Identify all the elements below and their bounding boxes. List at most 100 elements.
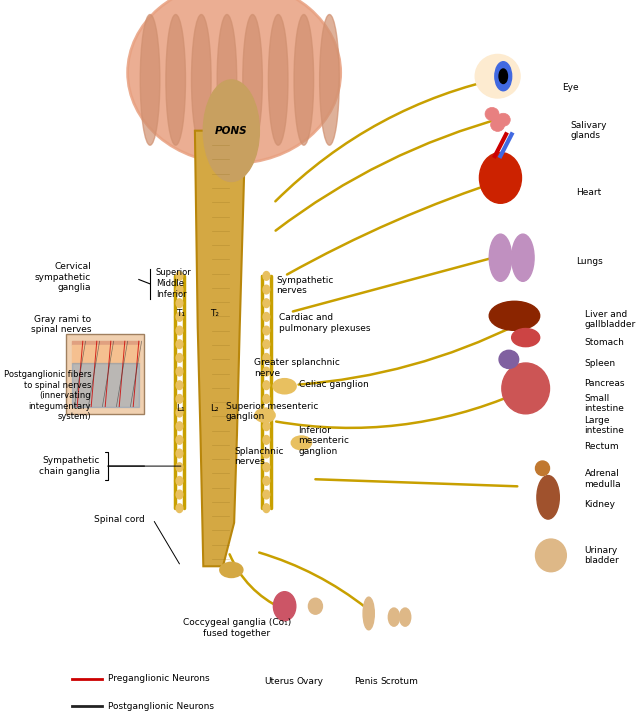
Ellipse shape [489,301,540,330]
Text: Postganglionic fibers
to spinal nerves
(innervating
integumentary
system): Postganglionic fibers to spinal nerves (… [4,370,91,421]
Ellipse shape [176,408,183,417]
Ellipse shape [204,80,259,182]
Ellipse shape [536,461,550,476]
Text: Uterus: Uterus [264,677,294,685]
Text: L₂: L₂ [210,404,219,412]
Ellipse shape [220,563,243,577]
Ellipse shape [294,15,314,145]
Ellipse shape [263,449,269,458]
Text: Liver and
gallbladder: Liver and gallbladder [584,310,636,329]
Text: Superior mesenteric
ganglion: Superior mesenteric ganglion [226,402,318,421]
Ellipse shape [263,285,269,294]
Ellipse shape [176,354,183,362]
Ellipse shape [140,15,160,145]
Ellipse shape [176,299,183,308]
Ellipse shape [217,15,237,145]
Text: Heart: Heart [576,188,602,197]
Ellipse shape [491,118,505,131]
Ellipse shape [273,379,296,393]
Ellipse shape [176,436,183,444]
Text: Large
intestine: Large intestine [584,416,625,435]
Text: Inferior
mesenteric
ganglion: Inferior mesenteric ganglion [299,425,349,456]
Text: T₂: T₂ [210,309,219,318]
Text: Cardiac and
pulmonary plexuses: Cardiac and pulmonary plexuses [279,314,371,333]
Ellipse shape [489,234,511,281]
Text: Superior: Superior [156,268,191,277]
Text: Small
intestine: Small intestine [584,394,625,413]
Ellipse shape [191,15,211,145]
Text: Pancreas: Pancreas [584,379,625,388]
Text: T₁: T₁ [177,309,186,318]
Text: Urinary
bladder: Urinary bladder [584,546,620,565]
Ellipse shape [536,539,566,572]
Text: Middle: Middle [156,280,184,288]
Text: Splanchnic
nerves: Splanchnic nerves [234,447,284,466]
Ellipse shape [166,15,186,145]
Ellipse shape [319,15,339,145]
Ellipse shape [263,340,269,348]
Ellipse shape [499,351,518,368]
Ellipse shape [176,476,183,485]
Text: Inferior: Inferior [156,290,186,299]
Text: Sympathetic
nerves: Sympathetic nerves [276,276,333,295]
Text: Penis: Penis [354,677,378,685]
Ellipse shape [263,504,269,513]
Ellipse shape [263,272,269,280]
Ellipse shape [479,152,522,203]
Text: Scrotum: Scrotum [381,677,419,685]
Text: Coccygeal ganglia (Co₁)
fused together: Coccygeal ganglia (Co₁) fused together [183,619,291,637]
Text: L₁: L₁ [177,404,185,412]
Ellipse shape [176,422,183,431]
Ellipse shape [268,15,288,145]
Ellipse shape [495,62,511,91]
Ellipse shape [363,597,374,629]
Ellipse shape [388,608,399,626]
Text: Sympathetic
chain ganglia: Sympathetic chain ganglia [38,457,100,476]
Ellipse shape [499,69,508,83]
Ellipse shape [176,381,183,390]
Ellipse shape [476,54,520,98]
Ellipse shape [176,312,183,321]
Text: Celiac ganglion: Celiac ganglion [299,380,369,388]
Ellipse shape [255,409,275,422]
Ellipse shape [176,272,183,280]
Ellipse shape [263,476,269,485]
Ellipse shape [263,490,269,499]
Ellipse shape [176,285,183,294]
Text: Salivary
glands: Salivary glands [570,121,607,140]
Ellipse shape [263,463,269,472]
Text: PONS: PONS [215,126,248,136]
Ellipse shape [176,394,183,403]
Ellipse shape [273,592,296,621]
Text: Spinal cord: Spinal cord [93,515,145,523]
Ellipse shape [537,476,559,519]
Ellipse shape [176,449,183,458]
Ellipse shape [263,394,269,403]
PathPatch shape [195,131,245,566]
Text: Cervical
sympathetic
ganglia: Cervical sympathetic ganglia [35,262,91,293]
Ellipse shape [263,354,269,362]
Ellipse shape [243,15,262,145]
Text: Adrenal
medulla: Adrenal medulla [584,470,621,489]
Ellipse shape [176,463,183,472]
Text: Postganglionic Neurons: Postganglionic Neurons [108,702,214,711]
Ellipse shape [496,113,510,126]
Text: Ovary: Ovary [296,677,323,685]
Ellipse shape [399,608,411,626]
Ellipse shape [127,0,340,163]
Ellipse shape [176,340,183,348]
Ellipse shape [263,381,269,390]
Ellipse shape [263,436,269,444]
Text: Eye: Eye [562,83,579,91]
Text: Stomach: Stomach [584,338,625,347]
Ellipse shape [502,363,550,414]
Text: Rectum: Rectum [584,442,619,451]
Text: Preganglionic Neurons: Preganglionic Neurons [108,674,210,683]
Ellipse shape [263,422,269,431]
Ellipse shape [176,504,183,513]
Ellipse shape [292,436,311,449]
Ellipse shape [511,328,540,346]
Ellipse shape [485,107,499,121]
Text: Lungs: Lungs [576,257,603,266]
Text: Greater splanchnic
nerve: Greater splanchnic nerve [254,359,340,378]
